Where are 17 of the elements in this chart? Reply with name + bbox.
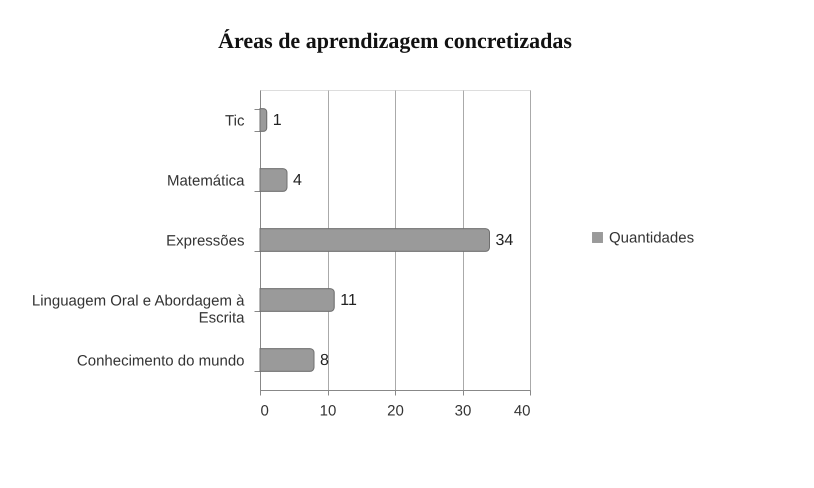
x-tick-label: 0 [260,402,269,420]
legend-label: Quantidades [609,230,694,246]
y-tick-label: Tic [225,112,245,130]
data-label: 34 [496,232,514,249]
y-tick-label: Matemática [166,172,246,190]
y-tick-label: Linguagem Oral e Abordagem à Escrita [32,292,246,326]
x-tick-label: 30 [454,402,472,420]
y-tick-label: Expressões [166,232,244,250]
data-label: 8 [320,352,329,369]
x-tick-label: 10 [320,402,336,420]
data-label: 11 [340,292,357,309]
chart-title: Áreas de aprendizagem concretizadas [218,28,572,53]
data-label: 1 [272,112,282,129]
x-tick-label: 20 [387,402,404,420]
y-tick-label: Conhecimento do mundo [76,352,244,370]
data-label: 4 [293,172,302,189]
x-tick-label: 40 [514,402,530,420]
